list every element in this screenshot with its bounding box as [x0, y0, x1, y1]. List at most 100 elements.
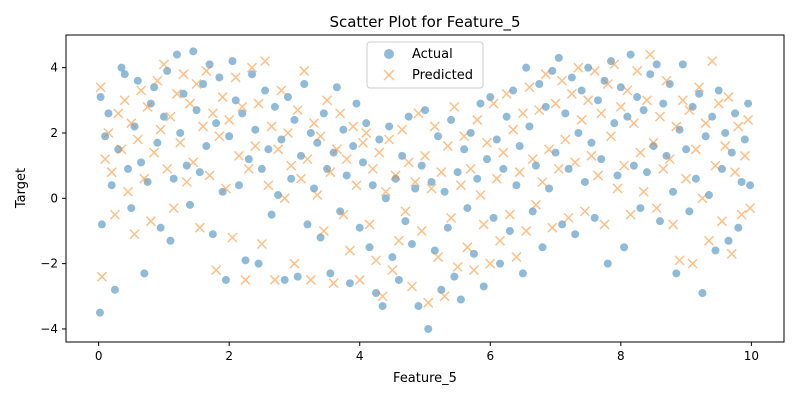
predicted-point: [491, 173, 502, 184]
actual-point: [407, 240, 416, 249]
actual-point: [417, 161, 426, 170]
actual-point: [528, 207, 537, 216]
actual-point: [238, 109, 247, 118]
predicted-point: [266, 121, 277, 132]
predicted-point: [547, 222, 558, 233]
predicted-point: [560, 134, 571, 145]
actual-point: [287, 174, 296, 183]
actual-point: [349, 142, 358, 151]
actual-point: [584, 63, 593, 72]
actual-point: [404, 112, 413, 121]
predicted-point: [707, 56, 718, 67]
predicted-point: [371, 255, 382, 266]
predicted-point: [517, 108, 528, 119]
predicted-point: [599, 219, 610, 230]
actual-point: [646, 70, 655, 79]
actual-point: [414, 302, 423, 311]
actual-point: [385, 122, 394, 131]
actual-point: [156, 223, 165, 232]
predicted-point: [256, 238, 267, 250]
predicted-point: [459, 131, 470, 142]
actual-point: [310, 184, 319, 193]
actual-point: [473, 174, 482, 183]
predicted-point: [638, 186, 649, 197]
predicted-point: [184, 98, 196, 109]
predicted-point: [142, 101, 153, 112]
predicted-point: [514, 167, 525, 178]
predicted-point: [733, 121, 744, 132]
actual-point: [319, 109, 328, 118]
actual-point: [456, 295, 465, 304]
predicted-point: [566, 88, 577, 99]
predicted-point: [605, 131, 617, 142]
predicted-point: [508, 124, 519, 135]
predicted-point: [684, 105, 695, 116]
actual-point: [512, 181, 521, 190]
predicted-point: [619, 160, 630, 171]
x-tick-label: 6: [486, 349, 494, 363]
predicted-point: [596, 108, 607, 119]
actual-point: [368, 181, 377, 190]
predicted-point: [472, 114, 483, 125]
actual-point: [721, 128, 730, 137]
actual-point: [531, 161, 540, 170]
actual-point: [515, 142, 524, 151]
predicted-point: [237, 101, 248, 112]
actual-point: [659, 99, 668, 108]
predicted-point: [736, 209, 747, 220]
actual-point: [499, 164, 508, 173]
predicted-point: [214, 131, 225, 142]
predicted-point: [521, 225, 532, 236]
actual-point: [489, 213, 498, 222]
predicted-point: [162, 163, 173, 174]
predicted-point: [449, 101, 460, 112]
actual-point: [189, 47, 198, 56]
x-tick-label: 4: [356, 349, 364, 363]
predicted-point: [433, 252, 444, 263]
predicted-point: [410, 176, 421, 187]
predicted-point: [592, 170, 604, 181]
actual-point: [202, 142, 211, 151]
actual-point: [355, 223, 364, 232]
predicted-point: [269, 274, 280, 285]
predicted-point: [109, 209, 120, 220]
predicted-point: [364, 219, 375, 230]
predicted-point: [276, 85, 287, 96]
actual-point: [277, 135, 286, 144]
actual-point: [717, 164, 726, 173]
predicted-point: [664, 154, 675, 165]
actual-point: [469, 249, 478, 258]
actual-point: [620, 243, 629, 252]
predicted-point: [181, 176, 192, 187]
predicted-point: [635, 147, 646, 158]
predicted-point: [511, 252, 522, 263]
actual-point: [626, 50, 635, 59]
chart-title: Scatter Plot for Feature_5: [329, 13, 520, 32]
actual-point: [394, 275, 403, 284]
actual-point: [172, 50, 181, 59]
predicted-point: [155, 124, 166, 135]
predicted-point: [331, 144, 342, 155]
actual-point: [163, 66, 172, 75]
actual-point: [548, 66, 557, 75]
actual-point: [398, 151, 407, 160]
actual-point: [296, 151, 305, 160]
predicted-point: [289, 258, 300, 269]
predicted-point: [282, 127, 293, 139]
actual-point: [437, 285, 446, 294]
actual-point: [375, 135, 384, 144]
actual-point: [293, 272, 302, 281]
actual-point: [522, 63, 531, 72]
predicted-point: [207, 108, 218, 119]
actual-point: [231, 96, 240, 105]
actual-point: [623, 112, 632, 121]
y-axis-label: Target: [14, 168, 29, 209]
actual-point: [254, 259, 263, 268]
predicted-point: [668, 219, 679, 230]
actual-point: [430, 246, 439, 255]
predicted-point: [423, 297, 434, 308]
predicted-point: [315, 131, 326, 142]
predicted-point: [681, 173, 692, 184]
predicted-point: [384, 134, 395, 145]
predicted-point: [224, 114, 235, 125]
